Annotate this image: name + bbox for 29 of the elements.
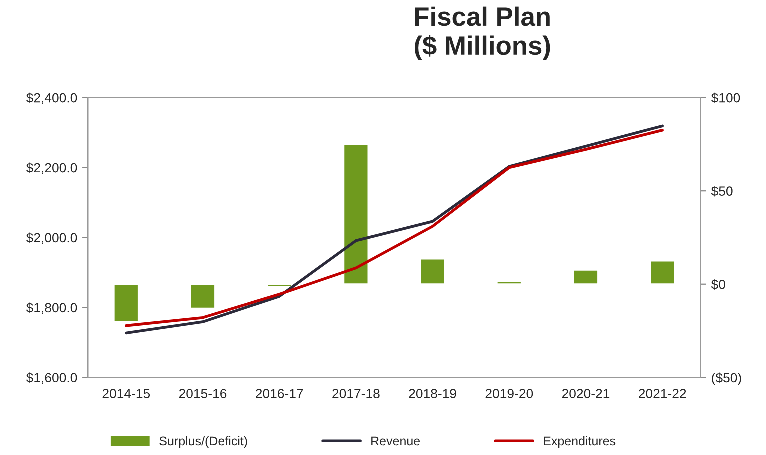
bar [266, 284, 293, 288]
bar [113, 284, 140, 322]
bar [650, 260, 676, 286]
legend-label: Surplus/(Deficit) [160, 436, 248, 448]
y2-tick-label: ($50) [712, 372, 742, 386]
x-tick-label: 2015-16 [179, 389, 227, 398]
chart-title: Fiscal Plan ($ Millions) [415, 6, 550, 60]
y2-tick-label: $0 [711, 279, 726, 290]
bar [190, 284, 216, 310]
y-tick-label: $1,600.0 [26, 372, 78, 384]
legend-label: Expenditures [544, 436, 616, 448]
y2-tick-label: $50 [711, 186, 733, 197]
y2-tick-label: $100 [711, 92, 740, 104]
bar [420, 258, 446, 286]
y-tick-label: $2,200.0 [26, 162, 78, 174]
bar [496, 280, 522, 286]
x-tick-label: 2018-19 [409, 389, 456, 398]
x-tick-label: 2017-18 [332, 389, 380, 398]
y-tick-label: $2,000.0 [26, 232, 78, 244]
x-tick-label: 2021-22 [639, 389, 686, 398]
y-tick-label: $2,400.0 [26, 92, 78, 104]
x-tick-label: 2019-20 [486, 389, 534, 398]
x-tick-label: 2020-21 [562, 389, 610, 398]
bar [573, 270, 599, 286]
y-tick-label: $1,800.0 [26, 302, 78, 314]
x-tick-label: 2016-17 [256, 389, 304, 398]
legend-label: Revenue [372, 436, 420, 446]
bar [343, 144, 370, 286]
x-tick-label: 2014-15 [102, 389, 150, 398]
